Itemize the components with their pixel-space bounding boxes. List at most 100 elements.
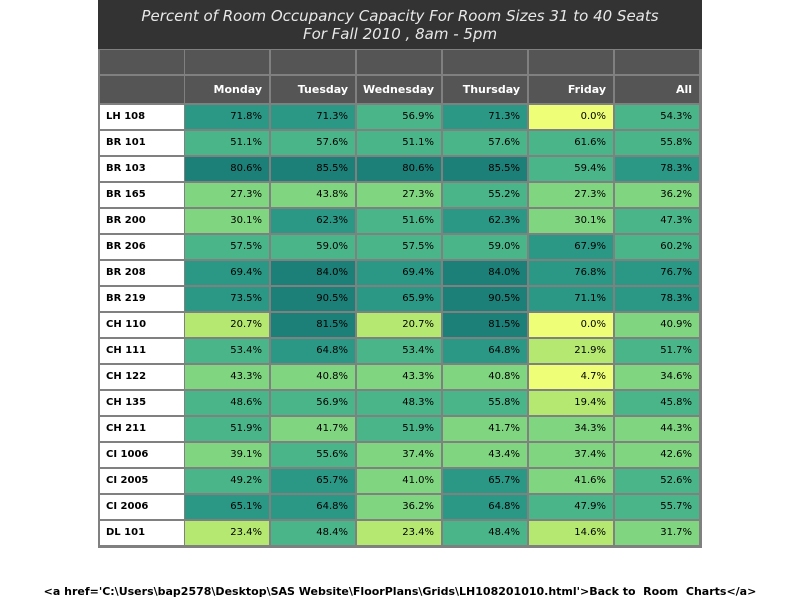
row-label-room: CH 122 — [100, 365, 184, 389]
row-label-room: CH 111 — [100, 339, 184, 363]
heatmap-cell: 81.5% — [443, 313, 527, 337]
heatmap-cell: 55.6% — [271, 443, 355, 467]
header-spacer-cell — [357, 50, 441, 74]
row-label-room: CH 211 — [100, 417, 184, 441]
heatmap-cell: 69.4% — [185, 261, 269, 285]
heatmap-cell: 52.6% — [615, 469, 699, 493]
heatmap-cell: 64.8% — [443, 339, 527, 363]
heatmap-cell: 59.0% — [443, 235, 527, 259]
heatmap-cell: 67.9% — [529, 235, 613, 259]
row-label-room: BR 103 — [100, 157, 184, 181]
heatmap-cell: 43.8% — [271, 183, 355, 207]
heatmap-cell: 57.5% — [357, 235, 441, 259]
column-header-tuesday: Tuesday — [271, 76, 355, 103]
heatmap-cell: 55.8% — [615, 131, 699, 155]
heatmap-cell: 0.0% — [529, 105, 613, 129]
heatmap-cell: 48.4% — [443, 521, 527, 545]
heatmap-cell: 51.9% — [185, 417, 269, 441]
row-label-room: CI 2006 — [100, 495, 184, 519]
heatmap-cell: 41.7% — [271, 417, 355, 441]
heatmap-cell: 40.8% — [271, 365, 355, 389]
heatmap-cell: 54.3% — [615, 105, 699, 129]
heatmap-cell: 65.7% — [443, 469, 527, 493]
heatmap-cell: 40.8% — [443, 365, 527, 389]
heatmap-cell: 39.1% — [185, 443, 269, 467]
heatmap-cell: 47.9% — [529, 495, 613, 519]
heatmap-cell: 27.3% — [357, 183, 441, 207]
heatmap-cell: 37.4% — [529, 443, 613, 467]
row-label-room: CI 2005 — [100, 469, 184, 493]
heatmap-cell: 76.8% — [529, 261, 613, 285]
heatmap-cell: 34.6% — [615, 365, 699, 389]
heatmap-cell: 36.2% — [357, 495, 441, 519]
heatmap-cell: 53.4% — [357, 339, 441, 363]
header-spacer-cell — [443, 50, 527, 74]
row-label-room: BR 165 — [100, 183, 184, 207]
heatmap-cell: 69.4% — [357, 261, 441, 285]
row-label-room: CI 1006 — [100, 443, 184, 467]
back-to-room-charts-link[interactable]: <a href='C:\Users\bap2578\Desktop\SAS We… — [43, 585, 757, 598]
heatmap-cell: 23.4% — [185, 521, 269, 545]
heatmap-cell: 23.4% — [357, 521, 441, 545]
heatmap-cell: 59.4% — [529, 157, 613, 181]
heatmap-cell: 81.5% — [271, 313, 355, 337]
heatmap-cell: 59.0% — [271, 235, 355, 259]
chart-title: Percent of Room Occupancy Capacity For R… — [141, 7, 659, 25]
heatmap-cell: 55.7% — [615, 495, 699, 519]
heatmap-cell: 78.3% — [615, 287, 699, 311]
heatmap-cell: 56.9% — [357, 105, 441, 129]
heatmap-cell: 65.9% — [357, 287, 441, 311]
heatmap-cell: 40.9% — [615, 313, 699, 337]
heatmap-cell: 84.0% — [443, 261, 527, 285]
heatmap-cell: 51.9% — [357, 417, 441, 441]
heatmap-cell: 36.2% — [615, 183, 699, 207]
heatmap-cell: 55.8% — [443, 391, 527, 415]
row-label-room: CH 135 — [100, 391, 184, 415]
heatmap-cell: 30.1% — [185, 209, 269, 233]
corner-header-cell — [100, 76, 184, 103]
heatmap-cell: 90.5% — [271, 287, 355, 311]
heatmap-cell: 71.1% — [529, 287, 613, 311]
column-header-thursday: Thursday — [443, 76, 527, 103]
heatmap-cell: 64.8% — [271, 339, 355, 363]
column-header-wednesday: Wednesday — [357, 76, 441, 103]
heatmap-cell: 65.1% — [185, 495, 269, 519]
heatmap-cell: 37.4% — [357, 443, 441, 467]
heatmap-cell: 34.3% — [529, 417, 613, 441]
column-header-friday: Friday — [529, 76, 613, 103]
heatmap-cell: 64.8% — [271, 495, 355, 519]
heatmap-cell: 57.6% — [271, 131, 355, 155]
heatmap-cell: 43.3% — [357, 365, 441, 389]
heatmap-cell: 57.6% — [443, 131, 527, 155]
heatmap-cell: 80.6% — [357, 157, 441, 181]
row-label-room: BR 200 — [100, 209, 184, 233]
heatmap-cell: 48.6% — [185, 391, 269, 415]
heatmap-cell: 62.3% — [271, 209, 355, 233]
chart-subtitle: For Fall 2010 , 8am - 5pm — [302, 25, 498, 43]
heatmap-cell: 27.3% — [529, 183, 613, 207]
heatmap-cell: 64.8% — [443, 495, 527, 519]
heatmap-cell: 90.5% — [443, 287, 527, 311]
header-spacer-cell — [615, 50, 699, 74]
header-spacer-cell — [100, 50, 184, 74]
row-label-room: BR 219 — [100, 287, 184, 311]
heatmap-cell: 43.4% — [443, 443, 527, 467]
heatmap-cell: 41.6% — [529, 469, 613, 493]
row-label-room: BR 101 — [100, 131, 184, 155]
heatmap-cell: 14.6% — [529, 521, 613, 545]
heatmap-cell: 20.7% — [185, 313, 269, 337]
heatmap-cell: 20.7% — [357, 313, 441, 337]
row-label-room: BR 206 — [100, 235, 184, 259]
heatmap-cell: 51.1% — [357, 131, 441, 155]
heatmap-cell: 51.1% — [185, 131, 269, 155]
heatmap-cell: 41.0% — [357, 469, 441, 493]
row-label-room: BR 208 — [100, 261, 184, 285]
heatmap-cell: 49.2% — [185, 469, 269, 493]
heatmap-cell: 80.6% — [185, 157, 269, 181]
occupancy-heatmap: Percent of Room Occupancy Capacity For R… — [98, 0, 702, 548]
column-header-monday: Monday — [185, 76, 269, 103]
heatmap-cell: 30.1% — [529, 209, 613, 233]
heatmap-cell: 55.2% — [443, 183, 527, 207]
heatmap-cell: 4.7% — [529, 365, 613, 389]
row-label-room: LH 108 — [100, 105, 184, 129]
